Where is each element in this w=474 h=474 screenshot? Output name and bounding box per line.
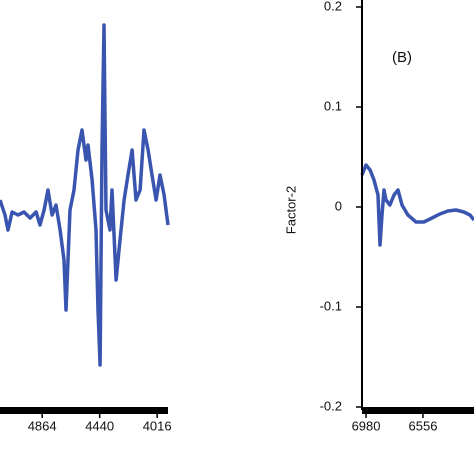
y-tick-label: 0.1 xyxy=(324,98,342,113)
x-tick-label: 4864 xyxy=(28,418,57,433)
x-tick-label: 4440 xyxy=(85,418,114,433)
y-axis-label: Factor-2 xyxy=(283,186,298,234)
x-tick-label: 6556 xyxy=(409,418,438,433)
y-tick-label: -0.2 xyxy=(320,398,342,413)
panel-label: (B) xyxy=(392,49,412,66)
data-line xyxy=(360,163,474,247)
x-tick-label: 6980 xyxy=(352,418,381,433)
y-tick-label: 0 xyxy=(335,198,342,213)
y-tick-label: 0.2 xyxy=(324,0,342,13)
x-axis xyxy=(362,407,474,414)
data-line xyxy=(0,23,170,367)
x-tick-label: 4016 xyxy=(143,418,172,433)
y-tick-label: -0.1 xyxy=(320,298,342,313)
x-axis xyxy=(0,407,168,414)
